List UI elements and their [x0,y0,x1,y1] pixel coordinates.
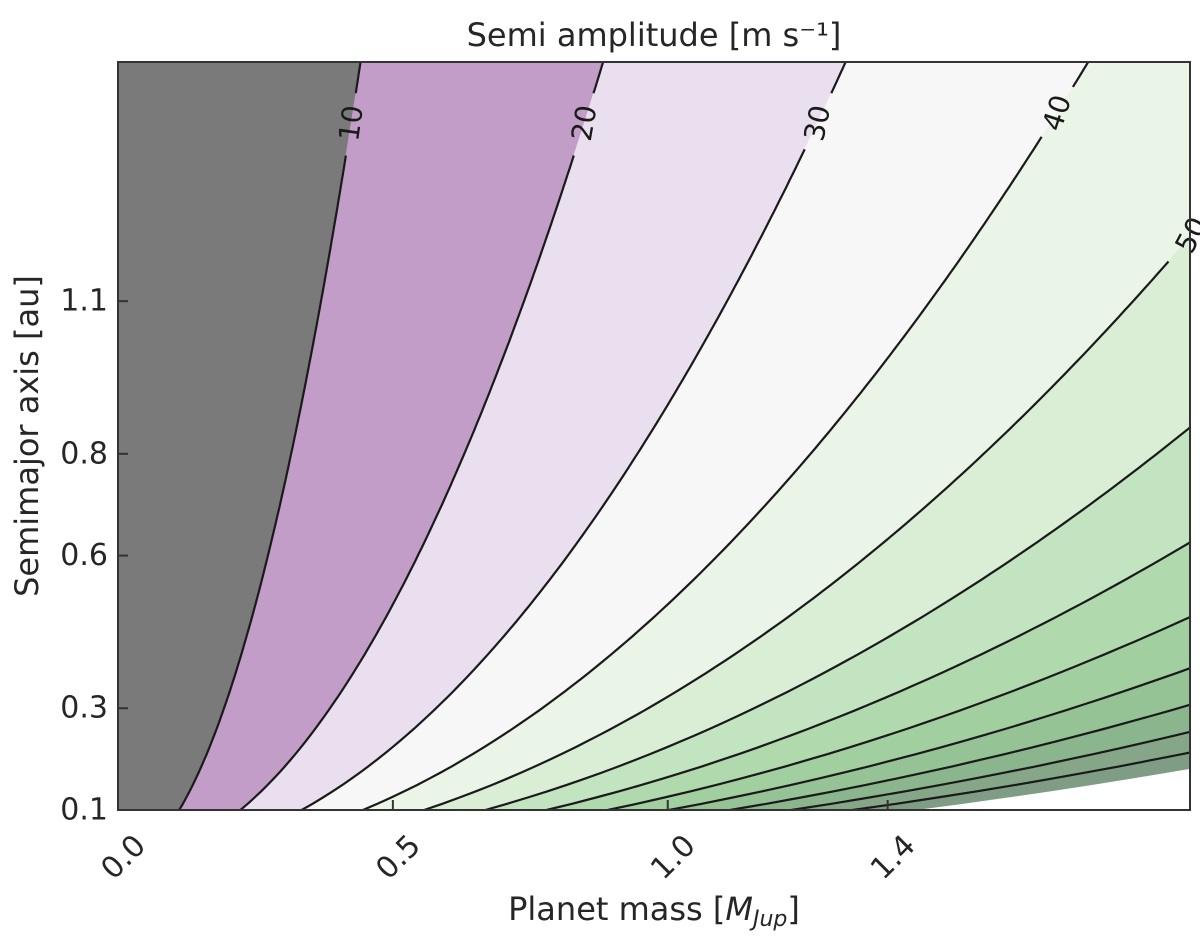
chart-title: Semi amplitude [m s⁻¹] [467,16,842,54]
x-tick-label: 1.4 [864,828,922,886]
contour-line-30 [830,62,847,94]
contour-line-30 [301,148,806,810]
contour-line-70 [546,541,1190,810]
x-tick-label: 0.5 [369,828,427,886]
contour-line-80 [607,615,1190,810]
x-axis-title-symbol: M [725,890,753,928]
y-tick-label: 0.3 [60,691,108,726]
x-axis-title-end: ] [787,890,799,928]
contour-lines [178,62,1190,810]
y-tick-label: 0.6 [60,538,108,573]
contour-line-60 [484,426,1190,810]
contour-line-90 [668,667,1190,810]
contour-line-20 [592,62,605,94]
y-tick-label: 1.1 [60,284,108,319]
contour-line-120 [852,751,1190,810]
contour-label-20: 20 [565,103,604,144]
contour-line-10 [354,62,362,94]
y-axis-title: Semimajor axis [au] [8,275,46,597]
contour-line-40 [1071,62,1090,88]
x-tick-label: 0.0 [94,828,152,886]
x-axis-title-main: Planet mass [ [508,890,725,928]
contour-line-40 [362,136,1043,810]
x-axis-title-subscript: Jup [749,907,787,932]
x-tick-label: 1.0 [644,828,702,886]
contour-label-10: 10 [332,103,370,143]
x-axis-title: Planet mass [MJup] [508,890,800,932]
contour-bands [118,62,1190,810]
contour-line-100 [729,703,1190,810]
y-tick-label: 0.8 [60,436,108,471]
y-tick-label: 0.1 [60,793,108,828]
contour-line-110 [791,730,1190,810]
contour-line-50 [423,260,1170,810]
contour-line-20 [239,155,575,810]
contour-label-30: 30 [797,102,837,144]
plot-frame [117,61,1191,811]
contour-line-10 [178,155,347,810]
